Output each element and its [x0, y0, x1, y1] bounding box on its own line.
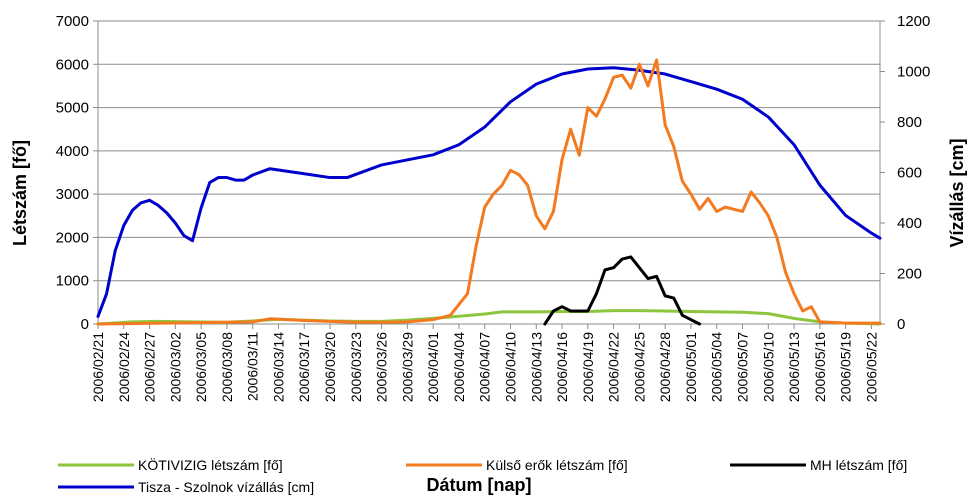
- left-axis-title: Létszám [fő]: [10, 140, 30, 246]
- series-line: [543, 255, 702, 326]
- x-tick-label: 2006/05/22: [863, 332, 879, 402]
- legend-item: KÖTIVIZIG létszám [fő]: [58, 456, 283, 473]
- legend-label: Külső erők létszám [fő]: [486, 457, 628, 473]
- series-line: [96, 66, 882, 318]
- left-axis: 0 1000 2000 3000 4000 5000 6000 7000: [56, 13, 99, 333]
- left-tick-label: 1000: [56, 273, 89, 290]
- x-tick-label: 2006/03/26: [374, 332, 390, 402]
- x-tick-label: 2006/05/16: [812, 332, 828, 402]
- right-tick-label: 600: [897, 165, 922, 182]
- left-tick-label: 3000: [56, 186, 89, 203]
- x-tick-label: 2006/03/08: [219, 332, 235, 402]
- x-tick-label: 2006/04/22: [606, 332, 622, 402]
- x-tick-label: 2006/04/28: [657, 332, 673, 402]
- x-axis-title: Dátum [nap]: [427, 475, 532, 495]
- left-tick-label: 4000: [56, 143, 89, 160]
- legend-item: Tisza - Szolnok vízállás [cm]: [58, 479, 314, 495]
- gridlines: [98, 20, 880, 282]
- x-tick-label: 2006/04/25: [631, 332, 647, 402]
- x-tick-label: 2006/05/07: [735, 332, 751, 402]
- x-tick-label: 2006/02/27: [142, 332, 158, 402]
- right-tick-label: 400: [897, 215, 922, 232]
- right-tick-label: 1200: [897, 13, 930, 30]
- right-tick-label: 0: [897, 316, 905, 333]
- x-tick-label: 2006/04/19: [580, 332, 596, 402]
- x-tick-label: 2006/05/10: [760, 332, 776, 402]
- x-tick-label: 2006/03/20: [322, 332, 338, 402]
- right-axis-title: Vízállás [cm]: [947, 138, 967, 247]
- x-tick-label: 2006/04/16: [554, 332, 570, 402]
- x-tick-label: 2006/03/17: [296, 332, 312, 402]
- x-tick-label: 2006/04/07: [477, 332, 493, 402]
- x-tick-label: 2006/03/05: [193, 332, 209, 402]
- x-tick-label: 2006/03/23: [348, 332, 364, 402]
- x-tick-label: 2006/04/04: [451, 332, 467, 402]
- right-axis: 0 200 400 600 800 1000 1200: [879, 13, 930, 333]
- x-tick-label: 2006/03/11: [245, 332, 261, 401]
- x-tick-label: 2006/05/19: [838, 332, 854, 402]
- right-tick-label: 200: [897, 266, 922, 283]
- x-tick-label: 2006/04/10: [502, 332, 518, 402]
- left-tick-label: 7000: [56, 13, 89, 30]
- legend-label: MH létszám [fő]: [810, 457, 907, 473]
- x-tick-label: 2006/04/13: [528, 332, 544, 402]
- x-tick-label: 2006/02/21: [90, 332, 106, 402]
- x-tick-label: 2006/02/24: [116, 332, 132, 402]
- x-axis: 2006/02/21 2006/02/24 2006/02/27 2006/03/02…: [90, 323, 880, 402]
- x-tick-label: 2006/03/29: [399, 332, 415, 402]
- x-tick-label: 2006/05/13: [786, 332, 802, 402]
- x-tick-label: 2006/03/14: [270, 332, 286, 402]
- series-line: [96, 58, 882, 326]
- left-tick-label: 6000: [56, 56, 89, 73]
- x-tick-label: 2006/05/04: [709, 332, 725, 402]
- left-tick-label: 5000: [56, 100, 89, 117]
- legend-label: Tisza - Szolnok vízállás [cm]: [138, 479, 314, 495]
- legend-label: KÖTIVIZIG létszám [fő]: [138, 456, 283, 473]
- legend-item: MH létszám [fő]: [730, 457, 907, 473]
- x-tick-label: 2006/03/02: [167, 332, 183, 402]
- left-tick-label: 2000: [56, 229, 89, 246]
- legend: KÖTIVIZIG létszám [fő] Külső erők létszám…: [58, 456, 907, 495]
- right-tick-label: 800: [897, 114, 922, 131]
- plot-series: [96, 58, 882, 326]
- legend-item: Külső erők létszám [fő]: [406, 457, 628, 473]
- x-tick-label: 2006/04/01: [425, 332, 441, 402]
- x-tick-label: 2006/05/01: [683, 332, 699, 402]
- left-tick-label: 0: [81, 316, 89, 333]
- right-tick-label: 1000: [897, 64, 930, 81]
